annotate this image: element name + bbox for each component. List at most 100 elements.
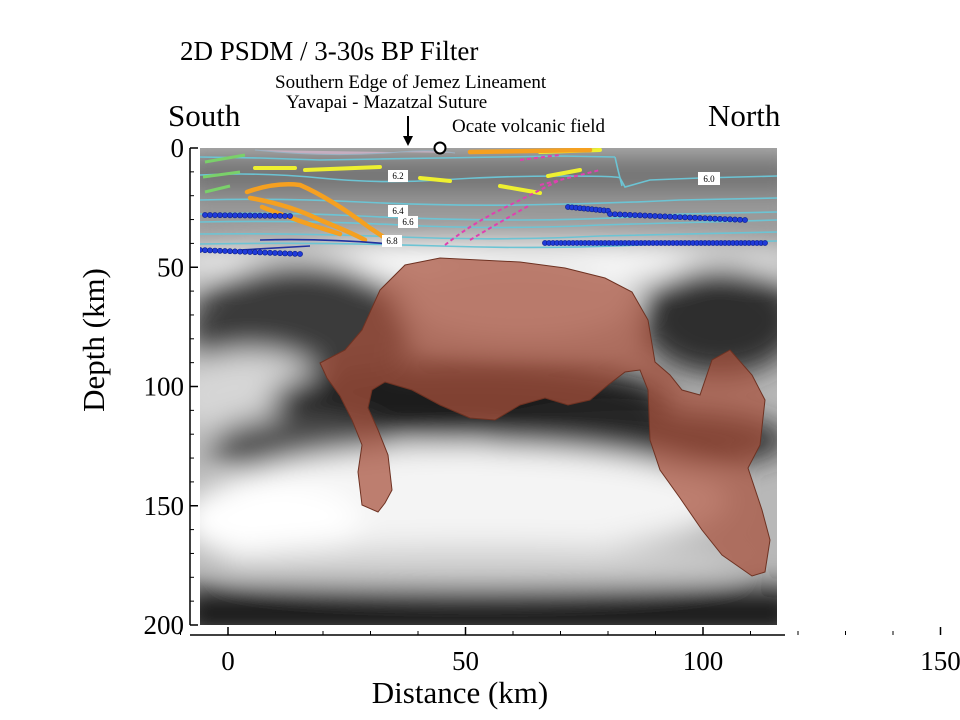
moho-dot: [227, 248, 233, 255]
moho-dot: [657, 213, 663, 220]
moho-dot: [247, 212, 253, 219]
moho-dot: [662, 213, 668, 220]
moho-dot: [212, 212, 218, 219]
moho-dot: [272, 212, 278, 219]
moho-dot: [222, 248, 228, 254]
moho-dot: [612, 211, 618, 218]
moho-dot: [717, 215, 723, 222]
moho-dot: [277, 212, 283, 219]
moho-dot: [652, 213, 658, 219]
moho-dot: [672, 213, 678, 220]
moho-dot: [697, 215, 703, 221]
y-tick-label: 0: [171, 133, 185, 163]
moho-dot: [222, 212, 228, 219]
moho-dot: [622, 211, 628, 218]
moho-dot: [617, 211, 623, 218]
moho-dot: [237, 248, 243, 255]
y-axis-label: Depth (km): [76, 268, 111, 412]
moho-dot: [262, 249, 268, 256]
velocity-contours: [200, 155, 777, 249]
velocity-label: 6.6: [398, 216, 418, 228]
moho-dot: [627, 211, 633, 218]
moho-dot: [267, 249, 273, 256]
figure-title: 2D PSDM / 3-30s BP Filter: [180, 36, 479, 66]
moho-dot: [200, 247, 203, 253]
moho-dot: [737, 216, 743, 223]
velocity-label: 6.8: [382, 235, 402, 247]
moho-dot: [707, 215, 713, 222]
moho-dot: [642, 212, 648, 219]
moho-dot: [242, 212, 248, 219]
label-yavapai-mazatzal-suture: Yavapai - Mazatzal Suture: [286, 92, 488, 113]
y-tick-label: 50: [157, 252, 184, 282]
moho-dot: [287, 250, 293, 257]
moho-dot: [227, 212, 233, 219]
orange-reflectors: [244, 148, 593, 243]
moho-dot: [257, 212, 263, 219]
moho-dot: [257, 249, 263, 256]
anomaly-body: [319, 257, 771, 577]
moho-dot: [232, 248, 238, 255]
moho-dot: [282, 250, 288, 257]
moho-dot: [292, 250, 298, 257]
moho-dot: [237, 212, 243, 219]
suture-arrow-icon: [403, 116, 413, 146]
x-tick-label: 100: [683, 646, 724, 676]
svg-text:6.2: 6.2: [392, 171, 403, 181]
moho-dot: [242, 248, 248, 255]
moho-dot: [647, 212, 653, 219]
velocity-label: 6.4: [388, 205, 408, 217]
moho-dot: [732, 216, 738, 223]
moho-dot: [267, 212, 273, 219]
moho-dot: [212, 247, 218, 254]
moho-dot: [247, 249, 253, 255]
moho-dot: [207, 247, 213, 254]
green-reflectors: [202, 153, 246, 194]
moho-dots: [200, 204, 768, 257]
moho-dot: [252, 249, 258, 256]
x-tick-label: 50: [452, 646, 479, 676]
svg-text:6.6: 6.6: [402, 217, 414, 227]
moho-dot: [232, 212, 238, 219]
moho-dot: [252, 212, 258, 219]
moho-dot: [262, 212, 268, 219]
moho-dot: [692, 214, 698, 221]
crustal-interpretation: [200, 148, 777, 257]
moho-dot: [722, 216, 728, 223]
x-tick-label: 150: [920, 646, 960, 676]
ocate-volcanic-field-marker-icon: [433, 141, 447, 155]
moho-dot: [217, 247, 223, 254]
label-south: South: [168, 98, 241, 133]
moho-dot: [287, 213, 293, 219]
moho-dot: [202, 212, 208, 218]
moho-dot: [687, 214, 693, 221]
moho-dot: [677, 214, 683, 221]
moho-dot: [297, 251, 303, 257]
svg-text:6.4: 6.4: [392, 206, 404, 216]
moho-dot: [277, 250, 283, 257]
magenta-reflectors: [444, 154, 601, 246]
moho-dot: [202, 247, 208, 254]
moho-dot: [762, 240, 768, 246]
y-tick-label: 200: [144, 610, 185, 640]
moho-dot: [607, 211, 613, 217]
x-tick-label: 0: [221, 646, 235, 676]
svg-text:6.8: 6.8: [386, 236, 398, 246]
moho-dot: [272, 250, 278, 256]
label-jemez-lineament: Southern Edge of Jemez Lineament: [275, 72, 547, 93]
moho-dot: [207, 212, 213, 218]
velocity-labels: 6.2 6.4 6.6 6.8 6.0: [382, 170, 720, 247]
moho-dot: [727, 216, 733, 223]
moho-dot: [742, 217, 748, 223]
y-tick-label: 150: [144, 491, 185, 521]
moho-dot: [637, 212, 643, 219]
y-tick-label: 100: [144, 372, 185, 402]
moho-dot: [702, 215, 708, 222]
label-ocate-volcanic-field: Ocate volcanic field: [452, 116, 605, 137]
moho-dot: [667, 213, 673, 220]
moho-dot: [282, 213, 288, 219]
x-axis-label: Distance (km): [372, 675, 548, 710]
velocity-label: 6.0: [698, 172, 720, 185]
moho-dot: [712, 215, 718, 222]
